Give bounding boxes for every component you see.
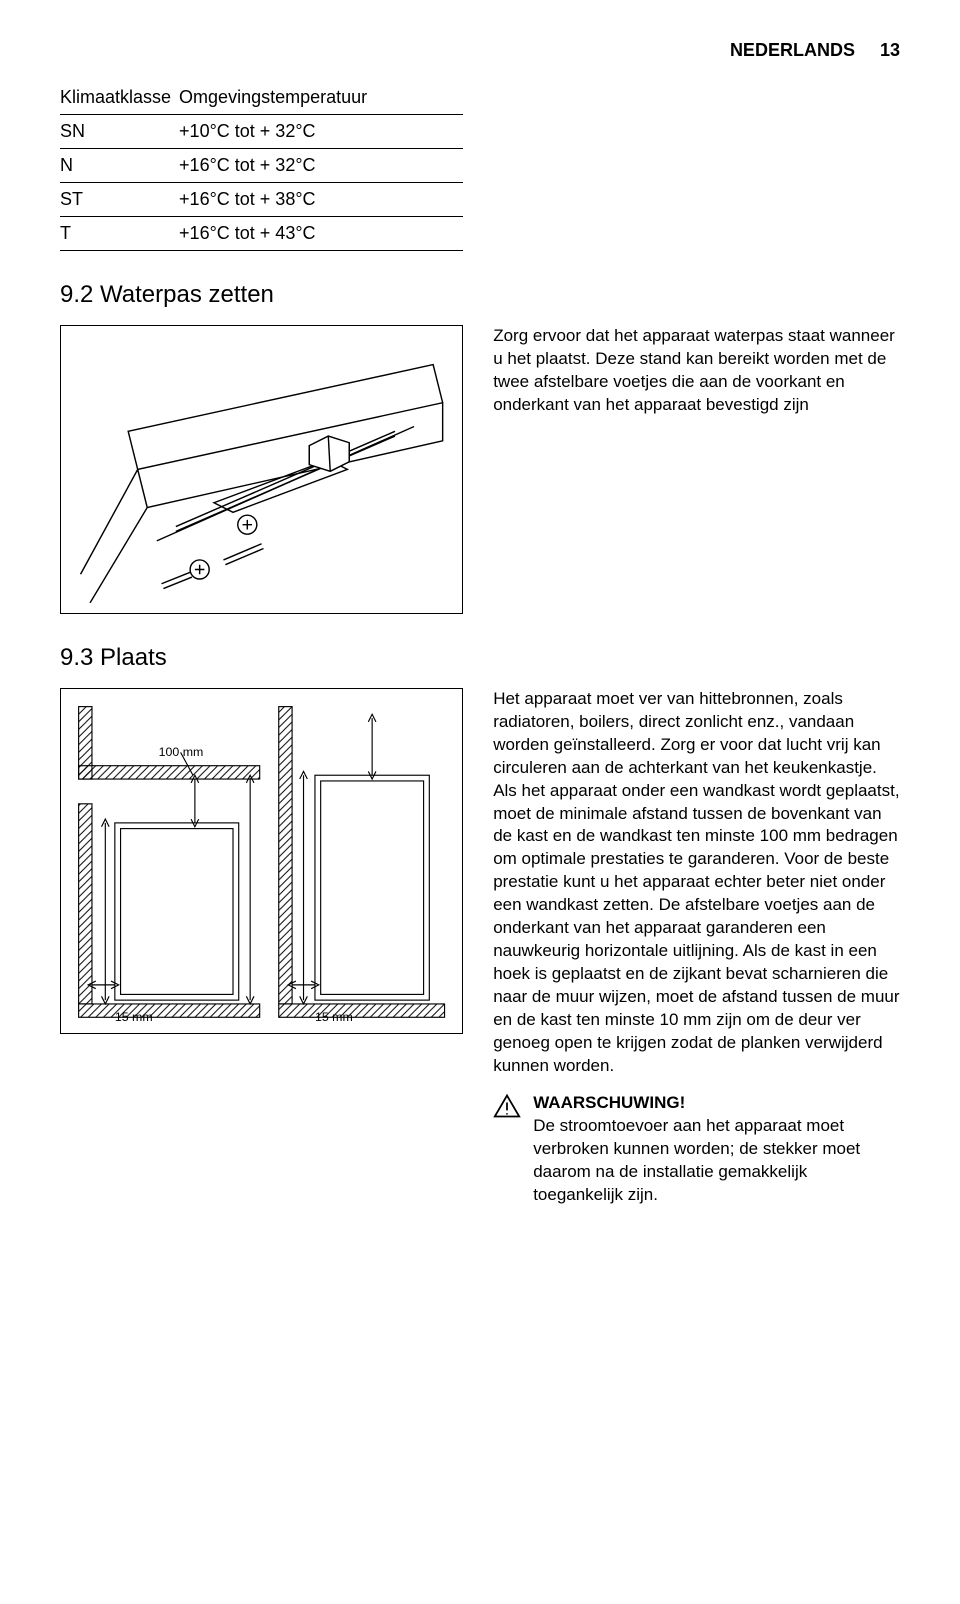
section-92-content: Zorg ervoor dat het apparaat waterpas st… bbox=[60, 325, 900, 614]
warning-triangle-icon bbox=[493, 1092, 521, 1127]
cell-temp: +16°C tot + 32°C bbox=[179, 149, 463, 183]
cell-temp: +10°C tot + 32°C bbox=[179, 115, 463, 149]
warning-body: De stroomtoevoer aan het apparaat moet v… bbox=[533, 1115, 900, 1207]
table-header-temp: Omgevingstemperatuur bbox=[179, 81, 463, 115]
climate-table-section: Klimaatklasse Omgevingstemperatuur SN +1… bbox=[60, 81, 900, 251]
cell-class: T bbox=[60, 217, 179, 251]
table-row: SN +10°C tot + 32°C bbox=[60, 115, 463, 149]
page-header: NEDERLANDS 13 bbox=[60, 40, 900, 61]
label-15mm-right: 15 mm bbox=[315, 1010, 353, 1023]
cell-temp: +16°C tot + 38°C bbox=[179, 183, 463, 217]
warning-title: WAARSCHUWING! bbox=[533, 1092, 900, 1115]
section-93-content: 100 mm 15 mm bbox=[60, 688, 900, 1207]
table-header-class: Klimaatklasse bbox=[60, 81, 179, 115]
table-row: T +16°C tot + 43°C bbox=[60, 217, 463, 251]
cell-class: SN bbox=[60, 115, 179, 149]
section-92-title: 9.2 Waterpas zetten bbox=[60, 281, 900, 309]
clearance-diagram-icon: 100 mm 15 mm bbox=[71, 699, 452, 1023]
section-93-figure: 100 mm 15 mm bbox=[60, 688, 463, 1034]
cell-temp: +16°C tot + 43°C bbox=[179, 217, 463, 251]
table-row: ST +16°C tot + 38°C bbox=[60, 183, 463, 217]
section-92-body: Zorg ervoor dat het apparaat waterpas st… bbox=[493, 325, 900, 417]
section-93-right: Het apparaat moet ver van hittebronnen, … bbox=[493, 688, 900, 1207]
page-number: 13 bbox=[880, 40, 900, 60]
warning-text: WAARSCHUWING! De stroomtoevoer aan het a… bbox=[533, 1092, 900, 1207]
warning-block: WAARSCHUWING! De stroomtoevoer aan het a… bbox=[493, 1092, 900, 1207]
language-label: NEDERLANDS bbox=[730, 40, 855, 60]
leveling-diagram-icon bbox=[71, 336, 452, 603]
section-93-title: 9.3 Plaats bbox=[60, 644, 900, 672]
cell-class: N bbox=[60, 149, 179, 183]
climate-class-table: Klimaatklasse Omgevingstemperatuur SN +1… bbox=[60, 81, 463, 251]
section-93-body: Het apparaat moet ver van hittebronnen, … bbox=[493, 688, 900, 1078]
cell-class: ST bbox=[60, 183, 179, 217]
table-row: N +16°C tot + 32°C bbox=[60, 149, 463, 183]
label-15mm-left: 15 mm bbox=[115, 1010, 153, 1023]
section-92-figure bbox=[60, 325, 463, 614]
